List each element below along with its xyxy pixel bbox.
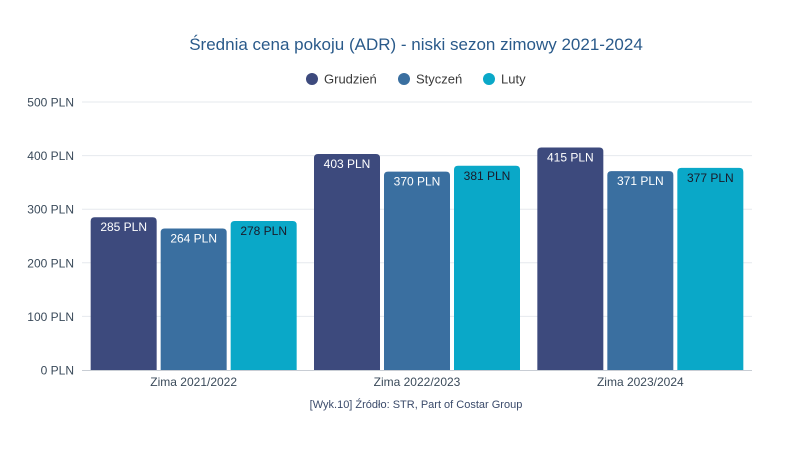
y-tick-label: 500 PLN	[27, 96, 74, 110]
y-tick-label: 100 PLN	[27, 310, 74, 324]
legend-marker-1	[306, 73, 318, 85]
bar-value-label: 285 PLN	[100, 220, 147, 234]
bar-grudzień-2	[314, 153, 380, 370]
bar-value-label: 403 PLN	[324, 157, 371, 171]
source-note: [Wyk.10] Źródło: STR, Part of Costar Gro…	[310, 398, 523, 411]
bars: 285 PLN 264 PLN 278 PLN 403 PLN 370 PLN 381 P…	[90, 147, 744, 370]
bar-value-label: 370 PLN	[394, 175, 441, 189]
bar-luty-1	[230, 220, 297, 370]
bar-styczeń-2	[384, 171, 450, 370]
bar-value-label: 377 PLN	[687, 171, 734, 185]
x-tick-label: Zima 2023/2024	[597, 375, 684, 389]
legend: Grudzień Styczeń Luty	[306, 72, 526, 87]
x-axis: Zima 2021/2022 Zima 2022/2023 Zima 2023/20…	[82, 370, 752, 389]
bar-value-label: 371 PLN	[617, 174, 664, 188]
bar-grudzień-1	[90, 217, 157, 370]
legend-label-1: Grudzień	[324, 72, 377, 87]
bar-value-label: 264 PLN	[170, 231, 217, 245]
bar-luty-3	[677, 167, 744, 370]
legend-marker-2	[398, 73, 410, 85]
legend-label-3: Luty	[501, 72, 526, 87]
legend-label-2: Styczeń	[416, 72, 462, 87]
x-tick-label: Zima 2021/2022	[150, 375, 237, 389]
legend-marker-3	[483, 73, 495, 85]
y-axis: 0 PLN 100 PLN 200 PLN 300 PLN 400 PLN 500 PLN	[27, 96, 74, 378]
bar-value-label: 381 PLN	[464, 169, 511, 183]
chart-title: Średnia cena pokoju (ADR) - niski sezon …	[189, 35, 643, 54]
x-tick-label: Zima 2022/2023	[374, 375, 461, 389]
y-tick-label: 200 PLN	[27, 256, 74, 270]
y-tick-label: 0 PLN	[41, 364, 74, 378]
bar-value-label: 278 PLN	[240, 224, 287, 238]
y-tick-label: 300 PLN	[27, 203, 74, 217]
bar-styczeń-1	[160, 228, 227, 370]
bar-luty-2	[454, 165, 520, 370]
y-tick-label: 400 PLN	[27, 149, 74, 163]
bar-grudzień-3	[537, 147, 604, 370]
bar-value-label: 415 PLN	[547, 151, 594, 165]
bar-styczeń-3	[607, 171, 674, 370]
